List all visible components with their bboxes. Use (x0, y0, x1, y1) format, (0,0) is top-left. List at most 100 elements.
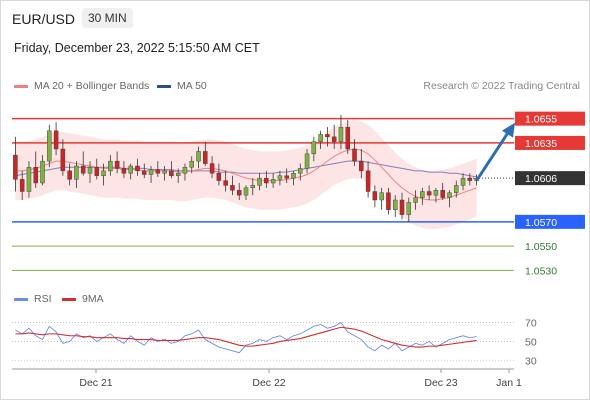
candle-body (352, 148, 357, 162)
rsi-tick-30: 30 (525, 355, 537, 367)
candle-body (189, 160, 194, 168)
candle-body (298, 168, 303, 174)
candle-body (250, 185, 256, 189)
candle-body (53, 130, 59, 150)
candle-body (169, 170, 174, 176)
candle-body (270, 179, 276, 184)
candle-body (454, 185, 459, 193)
candle-body (426, 191, 432, 196)
candle-body (433, 190, 439, 196)
x-tick-label: Dec 22 (252, 377, 285, 389)
candle-body (67, 170, 72, 180)
candle-body (203, 151, 208, 164)
nine-ma-swatch-icon (62, 297, 76, 301)
candle-body (142, 170, 147, 175)
timeframe-badge[interactable]: 30 MIN (82, 8, 133, 28)
candle-body (216, 173, 222, 181)
candle-body (372, 191, 378, 201)
candle-body (175, 173, 181, 176)
candle-body (80, 165, 86, 174)
rsi-tick-70: 70 (525, 318, 537, 330)
candle-body (209, 163, 215, 174)
candle-body (121, 168, 127, 174)
candle-body (182, 167, 188, 174)
candle-body (101, 170, 106, 176)
legend-9ma: 9MA (62, 293, 104, 305)
candle-body (318, 134, 323, 142)
candle-body (128, 165, 133, 174)
projection-arrow-shaft (475, 131, 510, 182)
candle-body (338, 126, 344, 142)
current-price-label: 1.0606 (525, 173, 557, 185)
candle-body (359, 160, 364, 172)
bollinger-band (15, 119, 477, 230)
candle-body (399, 199, 405, 215)
level-tag-1.0655 (515, 111, 585, 126)
candle-body (304, 153, 310, 169)
candle-body (467, 177, 473, 181)
level-label-1.0570: 1.0570 (525, 217, 557, 229)
candle-body (196, 151, 201, 162)
candle-body (94, 167, 100, 176)
x-tick-label: Jan 1 (496, 377, 522, 389)
projection-arrowhead-icon (502, 122, 515, 138)
candle-body (325, 134, 330, 138)
candle-body (114, 160, 120, 169)
current-price-tag (515, 171, 585, 186)
ma50-swatch-icon (157, 84, 171, 88)
candle-body (135, 165, 140, 172)
candle-body (26, 167, 32, 192)
x-tick-label: Dec 21 (79, 377, 112, 389)
candle-body (60, 148, 66, 172)
candle-body (386, 192, 391, 210)
candle-body (13, 154, 18, 180)
candle-body (74, 165, 79, 180)
level-label-1.0655: 1.0655 (525, 114, 557, 126)
rsi-series-rsi (15, 321, 477, 354)
rsi-swatch-icon (14, 297, 28, 301)
candle-body (19, 179, 25, 192)
candle-body (392, 199, 398, 210)
candle-body (236, 190, 242, 196)
candle-body (413, 197, 418, 203)
candle-body (420, 191, 425, 198)
ma20-line (15, 148, 477, 201)
legend-rsi-label: RSI (34, 293, 52, 305)
candle-body (291, 173, 296, 179)
candle-body (257, 177, 262, 186)
candle-body (365, 170, 371, 192)
ma50-line (15, 160, 477, 178)
candle-body (87, 167, 93, 174)
candle-body (230, 185, 235, 191)
candle-body (33, 167, 38, 184)
candle-body (284, 175, 289, 179)
instrument-title: EUR/USD (12, 11, 76, 27)
level-label-1.0550: 1.0550 (525, 241, 557, 253)
candle-body (406, 202, 412, 215)
candle-body (40, 160, 45, 184)
candle-body (155, 169, 161, 174)
legend-ma50: MA 50 (157, 80, 207, 92)
candle-body (379, 192, 384, 201)
candle-body (243, 187, 249, 196)
candle-body (264, 177, 269, 184)
level-tag-1.0570 (515, 214, 585, 229)
x-tick-label: Dec 23 (424, 377, 457, 389)
ma20-swatch-icon (14, 84, 28, 88)
datetime-label: Friday, December 23, 2022 5:15:50 AM CET (14, 41, 260, 55)
rsi-series-9ma (15, 326, 477, 348)
rsi-tick-50: 50 (525, 336, 537, 348)
candle-body (162, 170, 167, 174)
candle-body (447, 192, 452, 198)
candle-body (47, 130, 52, 162)
candle-body (311, 141, 317, 155)
legend-ma50-label: MA 50 (177, 80, 207, 92)
legend-ma20-label: MA 20 + Bollinger Bands (34, 80, 150, 92)
candle-body (148, 169, 154, 175)
legend-rsi: RSI (14, 293, 52, 305)
candle-body (460, 177, 466, 186)
candle-body (345, 126, 350, 150)
level-label-1.0530: 1.0530 (525, 265, 557, 277)
level-tag-1.0635 (515, 135, 585, 150)
